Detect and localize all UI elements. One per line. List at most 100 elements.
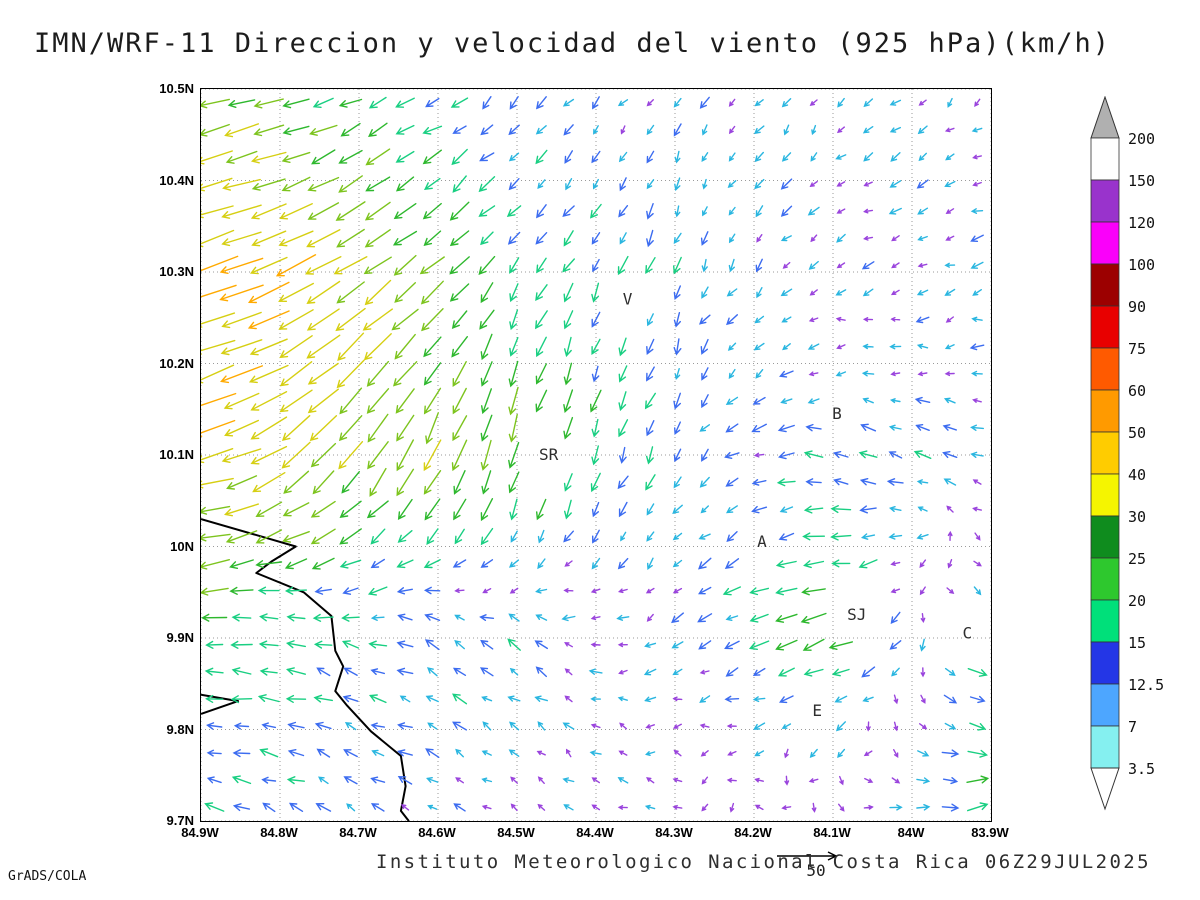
wind-arrow — [508, 441, 520, 469]
wind-arrow — [920, 667, 926, 678]
wind-arrow — [917, 207, 929, 215]
wind-arrow — [337, 332, 365, 361]
wind-arrow — [509, 283, 519, 303]
wind-arrow — [340, 122, 361, 137]
wind-arrow — [287, 721, 305, 730]
wind-arrow — [253, 124, 285, 137]
wind-arrow — [482, 588, 492, 594]
wind-arrow — [913, 450, 932, 459]
wind-arrow — [646, 313, 654, 327]
wind-arrow — [647, 557, 654, 571]
wind-arrow — [564, 150, 573, 164]
wind-arrow — [888, 207, 902, 215]
wind-arrow — [426, 667, 438, 677]
wind-arrow — [916, 804, 931, 811]
wind-arrow — [618, 205, 629, 218]
wind-arrow — [537, 721, 546, 731]
wind-arrow — [453, 803, 466, 812]
wind-arrow — [394, 333, 416, 360]
wind-arrow — [863, 750, 873, 757]
wind-arrow — [728, 152, 736, 162]
wind-arrow — [701, 394, 709, 409]
wind-arrow — [233, 722, 250, 730]
wind-arrow — [205, 640, 224, 649]
wind-arrow — [262, 802, 276, 813]
wind-arrow — [782, 343, 791, 351]
wind-arrow — [370, 614, 385, 621]
wind-arrow — [221, 231, 262, 247]
wind-arrow — [807, 398, 820, 404]
wind-arrow — [835, 371, 847, 377]
wind-arrow — [535, 363, 547, 385]
wind-arrow — [449, 256, 470, 275]
wind-arrow — [201, 477, 234, 489]
wind-arrow — [916, 289, 929, 296]
wind-arrow — [223, 392, 260, 410]
wind-arrow — [889, 398, 901, 404]
wind-arrow — [837, 748, 846, 758]
wind-arrow — [282, 531, 310, 543]
wind-arrow — [809, 99, 818, 107]
wind-arrow — [370, 668, 385, 675]
y-tick-label: 9.8N — [166, 721, 194, 737]
wind-arrow — [315, 803, 332, 812]
wind-arrow — [724, 640, 740, 650]
wind-arrow — [307, 388, 339, 414]
wind-arrow — [644, 804, 656, 810]
wind-arrow — [701, 286, 709, 299]
wind-arrow — [314, 721, 332, 730]
wind-arrow — [508, 721, 520, 731]
wind-arrow — [944, 344, 955, 350]
wind-arrow — [672, 777, 683, 783]
wind-arrow — [370, 776, 386, 784]
station-label-A: A — [757, 532, 767, 551]
wind-arrow — [673, 256, 682, 275]
wind-arrow — [810, 152, 818, 162]
wind-arrow — [751, 479, 767, 486]
coastline-path — [201, 518, 410, 821]
wind-arrow — [972, 479, 982, 485]
wind-arrow — [392, 361, 418, 387]
wind-arrow — [306, 308, 340, 331]
wind-arrow — [941, 803, 960, 812]
wind-arrow — [536, 204, 547, 219]
colorbar-tick-label: 90 — [1128, 298, 1146, 316]
wind-arrow — [368, 122, 388, 137]
wind-arrow — [807, 343, 820, 350]
wind-arrow — [425, 748, 440, 758]
wind-arrow — [946, 587, 955, 595]
colorbar-tick-label: 120 — [1128, 214, 1155, 232]
wind-arrow — [917, 263, 928, 268]
wind-arrow — [480, 124, 494, 136]
wind-arrow — [947, 97, 953, 108]
chart-title: IMN/WRF-11 Direccion y velocidad del vie… — [34, 28, 1112, 59]
wind-arrow — [285, 694, 307, 703]
wind-arrow — [778, 695, 794, 704]
x-tick-label: 84.5W — [497, 825, 535, 840]
wind-arrow — [250, 416, 288, 440]
wind-arrow — [919, 723, 928, 730]
wind-arrow — [863, 208, 874, 214]
wind-arrow — [646, 229, 654, 248]
wind-arrow — [618, 391, 627, 412]
wind-arrow — [453, 470, 466, 495]
wind-arrow — [508, 749, 520, 757]
wind-arrow — [617, 255, 629, 276]
wind-arrow — [917, 125, 928, 135]
wind-arrow — [779, 506, 794, 513]
wind-arrow — [201, 559, 230, 570]
wind-arrow — [726, 288, 738, 297]
wind-arrow — [397, 498, 413, 520]
wind-arrow — [420, 280, 444, 305]
wind-arrow — [725, 396, 739, 406]
wind-arrow — [201, 533, 231, 542]
wind-arrow — [424, 639, 440, 651]
wind-arrow — [480, 559, 494, 568]
wind-arrow — [646, 420, 655, 437]
wind-arrow — [479, 152, 495, 162]
wind-arrow — [288, 802, 304, 812]
wind-arrow — [231, 775, 252, 785]
wind-arrow — [673, 749, 682, 757]
wind-arrow — [890, 611, 901, 625]
wind-arrow — [830, 505, 852, 514]
